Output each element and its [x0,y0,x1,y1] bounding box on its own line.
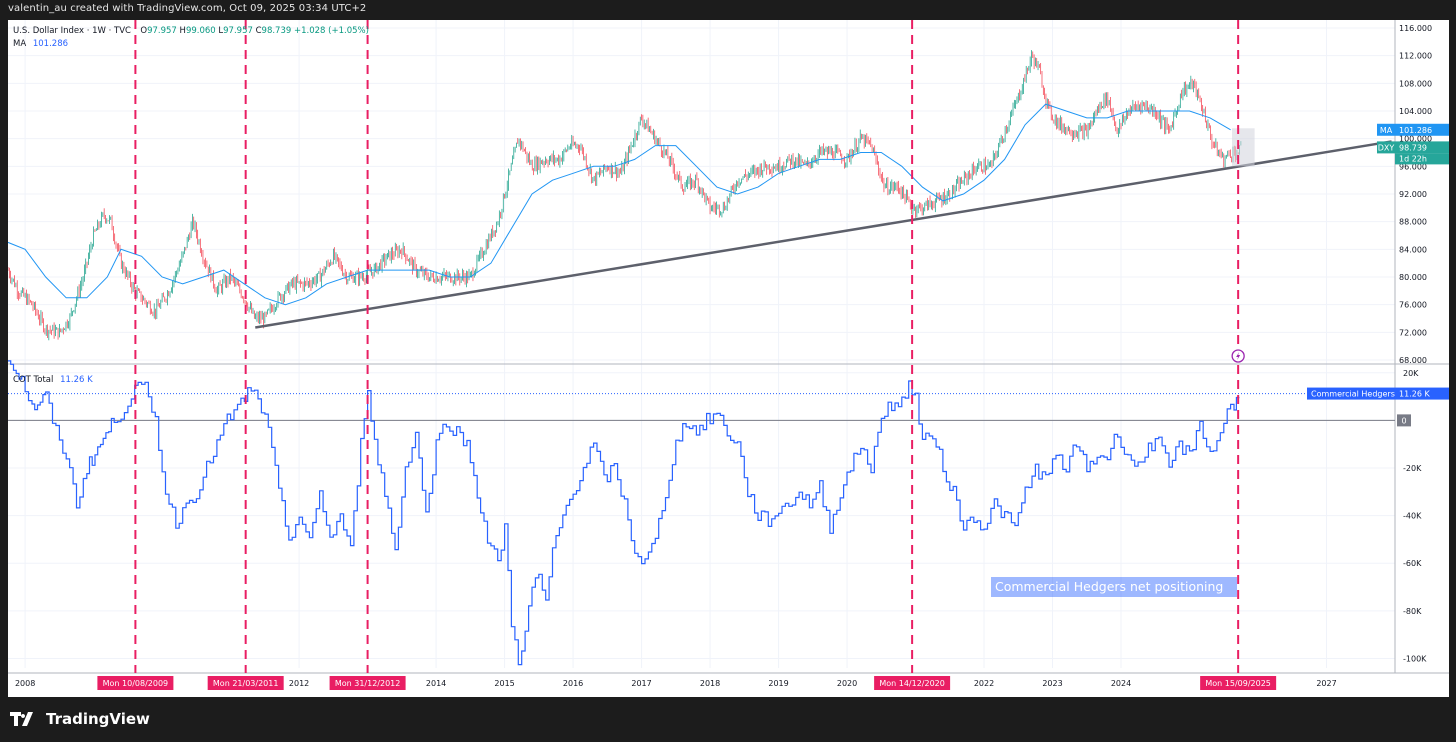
time-tick-label: 2027 [1316,679,1336,688]
chart-header-credit: valentin_au created with TradingView.com… [8,3,367,14]
date-marker-label: Mon 15/09/2025 [1205,679,1271,688]
symbol-legend: U.S. Dollar Index · 1W · TVC O97.957 H99… [13,26,369,36]
price-tick-label: 88.000 [1399,218,1427,227]
ma-legend[interactable]: MA 101.286 [13,39,68,49]
time-tick-label: 2022 [974,679,994,688]
price-tick-label: 108.000 [1399,79,1432,88]
open-value: 97.957 [147,26,177,36]
ma-price-badge-name-bg [1377,123,1395,136]
cot-tick-label: -40K [1403,512,1422,521]
date-marker-badge [207,676,284,690]
time-tick-label: 2024 [1111,679,1131,688]
date-marker-label: Mon 21/03/2011 [213,679,279,688]
low-label: L [218,26,224,36]
change-value: +1.028 (+1.05%) [293,26,369,36]
price-tick-label: 68.000 [1399,356,1427,365]
annotation-bg [991,577,1237,597]
ma-legend-label: MA [13,39,27,49]
ma-price-badge-value-bg [1395,123,1449,136]
moving-average-line[interactable] [8,103,1231,306]
cot-tick-label: -100K [1403,654,1427,663]
tradingview-logo[interactable]: TradingView [10,710,150,728]
ma-price-badge-name: MA [1380,126,1393,135]
ma-legend-value: 101.286 [32,39,69,49]
time-tick-label: 2008 [15,679,35,688]
tradingview-brand: TradingView [46,710,150,728]
price-range-box [1231,128,1255,167]
time-tick-label: 2019 [768,679,788,688]
cot-legend[interactable]: COT Total 11.26 K [13,375,93,385]
cot-tick-label: -60K [1403,559,1422,568]
price-tick-label: 104.000 [1399,107,1432,116]
open-label: O [140,26,148,36]
low-value: 97.957 [223,26,253,36]
price-tick-label: 76.000 [1399,301,1427,310]
high-value: 99.060 [185,26,216,36]
price-tick-label: 92.000 [1399,190,1427,199]
cot-net-positioning-line[interactable] [8,360,1240,666]
date-marker-badge [97,676,174,690]
date-marker-label: Mon 10/08/2009 [103,679,169,688]
time-tick-label: 2020 [837,679,857,688]
dxy-price-badge-value-bg [1395,141,1449,154]
symbol-title[interactable]: U.S. Dollar Index · 1W · TVC [13,26,131,36]
time-tick-label: 2023 [1042,679,1062,688]
cot-value-badge: 11.26 K [1399,390,1430,399]
cot-tick-label: -20K [1403,464,1422,473]
dxy-price-badge-name: DXY [1378,143,1395,152]
time-tick-label: 2017 [631,679,651,688]
support-trendline[interactable] [255,140,1392,329]
high-label: H [179,26,186,36]
price-tick-label: 112.000 [1399,52,1432,61]
date-marker-label: Mon 31/12/2012 [335,679,401,688]
price-tick-label: 72.000 [1399,328,1427,337]
lightning-glyph [1236,352,1241,360]
cot-name-badge: Commercial Hedgers [1311,390,1395,399]
time-tick-label: 2012 [289,679,309,688]
close-label: C [255,26,262,36]
time-tick-label: 2014 [426,679,446,688]
zero-badge-bg [1397,414,1411,427]
time-tick-label: 2018 [700,679,720,688]
cot-tick-label: 20K [1403,369,1419,378]
tradingview-icon [10,712,33,726]
chart-area[interactable]: 116.000 112.000 108.000 104.000 100.000 96.00… [8,20,1449,697]
dxy-price-badge-value: 98.739 [1399,143,1427,152]
cot-name-badge-bg [1307,387,1395,400]
cot-legend-value: 11.26 K [60,375,93,385]
dxy-price-badge-name-bg [1377,141,1395,154]
zero-badge: 0 [1401,416,1406,425]
annotation-text[interactable]: Commercial Hedgers net positioning [995,579,1223,594]
cot-legend-label: COT Total [13,375,54,385]
dxy-countdown-bg [1395,153,1449,165]
price-tick-label: 116.000 [1399,24,1432,33]
date-marker-badge [329,676,406,690]
date-marker-label: Mon 14/12/2020 [879,679,945,688]
ma-price-badge-value: 101.286 [1399,126,1432,135]
dxy-countdown: 1d 22h [1399,154,1427,163]
time-tick-label: 2016 [563,679,583,688]
footer: TradingView [0,700,1456,742]
close-value: 98.739 [261,26,292,36]
date-marker-badge [874,676,951,690]
price-tick-label: 84.000 [1399,245,1427,254]
cot-value-badge-bg [1395,387,1449,400]
chart-canvas[interactable]: 116.000 112.000 108.000 104.000 100.000 96.00… [8,20,1449,697]
date-marker-badge [1200,676,1277,690]
time-tick-label: 2015 [494,679,514,688]
price-tick-label: 96.000 [1399,162,1427,171]
price-tick-label: 80.000 [1399,273,1427,282]
cot-tick-label: -80K [1403,607,1422,616]
price-tick-label: 100.000 [1399,135,1432,144]
